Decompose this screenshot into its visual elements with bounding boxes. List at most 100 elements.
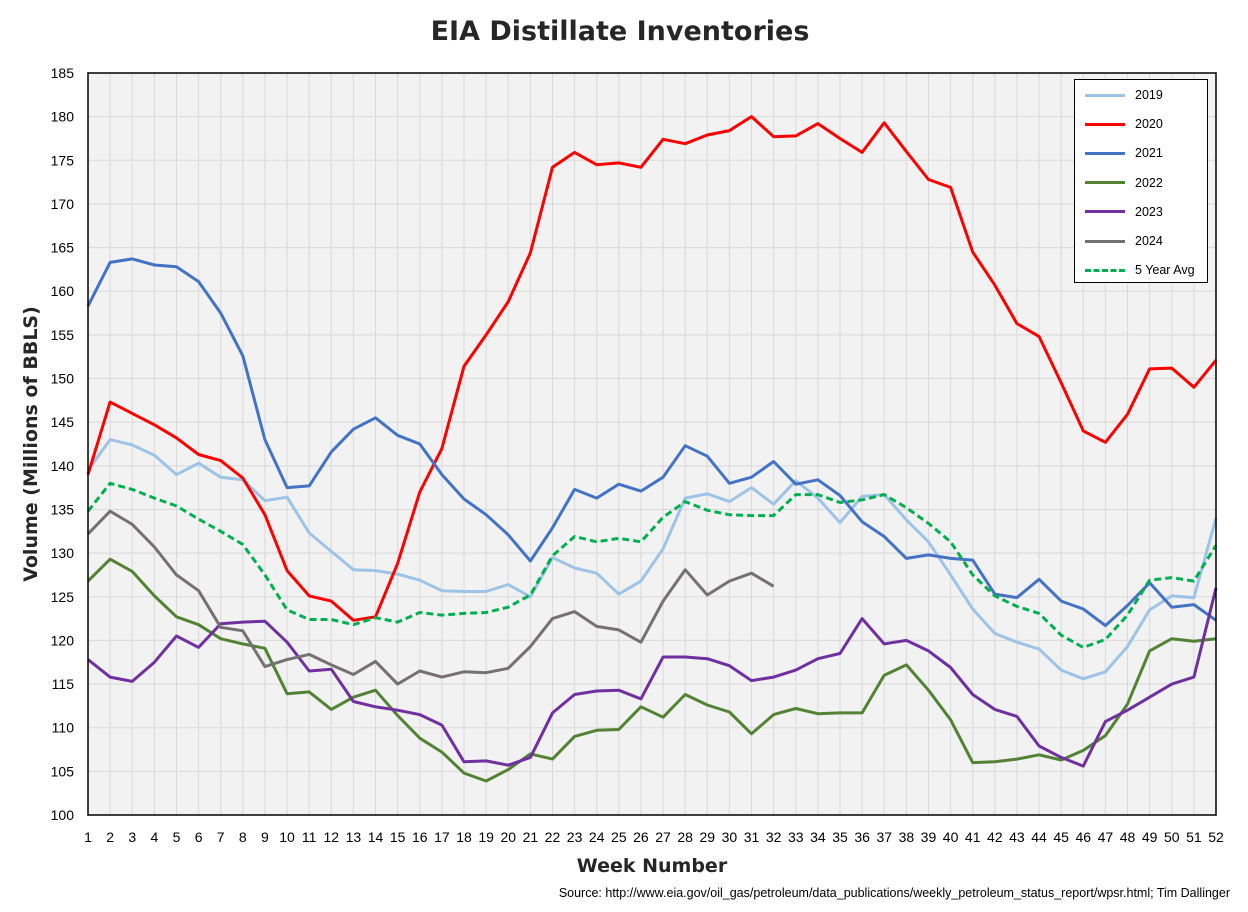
chart-title: EIA Distillate Inventories	[430, 16, 810, 47]
y-tick-label: 115	[52, 676, 75, 692]
x-tick-label: 32	[766, 829, 782, 845]
x-tick-label: 20	[500, 829, 516, 845]
legend-item: 5 Year Avg	[1085, 262, 1195, 278]
x-tick-label: 18	[456, 829, 472, 845]
x-tick-labels: 1 2 3 4 5 6 7 8 9 10 11 12 13 14 15 16 17 18 19 20 21 22 23 24 2…	[84, 829, 1224, 845]
legend-label: 2020	[1135, 117, 1163, 132]
x-tick-label: 24	[589, 829, 605, 845]
x-tick-label: 23	[567, 829, 583, 845]
x-tick-label: 47	[1098, 829, 1114, 845]
series-line-2024	[86, 509, 775, 686]
legend-swatch	[1085, 210, 1125, 214]
x-axis-label: Week Number	[577, 855, 728, 877]
y-tick-label: 155	[51, 327, 75, 343]
x-tick-label: 8	[239, 829, 247, 845]
x-tick-label: 12	[324, 829, 340, 845]
x-tick-label: 4	[150, 829, 158, 845]
plot-area	[88, 73, 1216, 815]
x-tick-label: 41	[965, 829, 981, 845]
x-tick-label: 14	[368, 829, 384, 845]
x-tick-label: 9	[261, 829, 269, 845]
x-tick-label: 15	[390, 829, 406, 845]
x-tick-label: 44	[1031, 829, 1047, 845]
source-note: Source: http://www.eia.gov/oil_gas/petro…	[558, 886, 1230, 900]
x-tick-label: 26	[633, 829, 649, 845]
series-line-2019	[86, 438, 1218, 681]
y-tick-label: 145	[51, 414, 75, 430]
x-tick-label: 46	[1076, 829, 1092, 845]
y-tick-label: 135	[51, 501, 75, 517]
x-tick-label: 50	[1164, 829, 1180, 845]
plot-frame	[87, 72, 1217, 816]
x-tick-label: 2	[106, 829, 114, 845]
x-tick-label: 22	[545, 829, 561, 845]
y-axis-label: Volume (Millions of BBLS)	[20, 306, 42, 582]
x-tick-label: 34	[810, 829, 826, 845]
x-tick-label: 39	[921, 829, 937, 845]
x-tick-label: 35	[832, 829, 848, 845]
x-tick-label: 49	[1142, 829, 1158, 845]
legend-swatch	[1085, 239, 1125, 243]
y-tick-label: 100	[51, 807, 75, 823]
y-tick-label: 170	[51, 196, 75, 212]
y-tick-label: 160	[51, 283, 75, 299]
x-tick-label: 42	[987, 829, 1003, 845]
y-tick-label: 130	[51, 545, 75, 561]
y-tick-label: 125	[51, 589, 75, 605]
y-tick-label: 175	[51, 152, 75, 168]
x-tick-label: 10	[279, 829, 295, 845]
legend-label: 2023	[1135, 204, 1163, 219]
y-tick-label: 110	[52, 720, 75, 736]
x-tick-label: 19	[478, 829, 494, 845]
legend-swatch	[1085, 151, 1125, 155]
series-line-2022	[86, 557, 1217, 783]
y-tick-label: 165	[51, 240, 75, 256]
legend-item: 2023	[1085, 204, 1163, 220]
series-line-5-year-avg	[86, 481, 1218, 649]
legend-item: 2024	[1085, 233, 1163, 249]
x-tick-label: 30	[722, 829, 738, 845]
x-tick-label: 36	[854, 829, 870, 845]
x-tick-label: 40	[943, 829, 959, 845]
series-line-2020	[86, 115, 1218, 622]
x-tick-label: 11	[302, 829, 317, 845]
series-line-2021	[86, 257, 1217, 628]
legend-item: 2020	[1085, 116, 1163, 132]
legend-swatch	[1085, 93, 1125, 97]
legend-swatch	[1085, 268, 1125, 272]
y-tick-label: 105	[51, 763, 75, 779]
legend-label: 2019	[1135, 88, 1163, 102]
legend-label: 2022	[1135, 175, 1163, 190]
x-tick-label: 27	[655, 829, 671, 845]
legend-label: 5 Year Avg	[1135, 263, 1195, 278]
x-tick-label: 1	[84, 829, 92, 845]
x-tick-label: 51	[1186, 829, 1202, 845]
x-tick-label: 3	[128, 829, 136, 845]
x-tick-label: 37	[876, 829, 892, 845]
x-tick-label: 16	[412, 829, 428, 845]
y-tick-labels: 100 105 110 115 120 125 130 135 140 145 150 155 160 1…	[51, 65, 75, 823]
y-tick-label: 140	[51, 458, 75, 474]
x-tick-label: 28	[677, 829, 693, 845]
x-tick-label: 5	[173, 829, 181, 845]
x-tick-label: 13	[346, 829, 362, 845]
x-tick-label: 33	[788, 829, 804, 845]
x-tick-label: 21	[523, 829, 539, 845]
legend: 2019 2020 2021 2022 2023 2024 5 Year Avg	[1074, 79, 1208, 283]
y-tick-label: 180	[51, 109, 75, 125]
legend-label: 2021	[1135, 146, 1163, 161]
x-tick-label: 43	[1009, 829, 1025, 845]
x-tick-label: 45	[1053, 829, 1069, 845]
x-tick-label: 7	[217, 829, 225, 845]
legend-item: 2019	[1085, 87, 1163, 103]
x-tick-label: 25	[611, 829, 627, 845]
x-tick-label: 6	[195, 829, 203, 845]
x-tick-label: 31	[744, 829, 760, 845]
series-lines	[86, 115, 1218, 783]
legend-swatch	[1085, 181, 1125, 185]
x-tick-label: 17	[434, 829, 450, 845]
series-line-2023	[87, 587, 1218, 768]
legend-swatch	[1085, 122, 1125, 126]
y-tick-label: 185	[51, 65, 75, 81]
